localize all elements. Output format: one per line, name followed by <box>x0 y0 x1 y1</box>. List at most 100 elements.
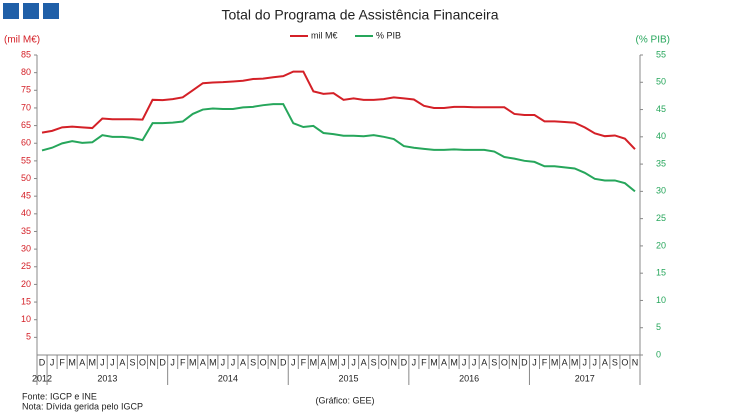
x-tick-label: J <box>582 357 587 367</box>
y-tick-label: 30 <box>21 243 31 253</box>
y2-tick-label: 35 <box>656 158 666 168</box>
x-tick-label: O <box>621 357 628 367</box>
series-line <box>41 70 636 150</box>
x-tick-label: J <box>412 357 417 367</box>
x-tick-label: M <box>89 357 97 367</box>
x-tick-label: S <box>491 357 497 367</box>
x-tick-label: J <box>462 357 467 367</box>
y2-tick-label: 45 <box>656 104 666 114</box>
year-label: 2015 <box>339 373 359 383</box>
x-tick-label: J <box>110 357 115 367</box>
y2-tick-label: 30 <box>656 186 666 196</box>
x-tick-label: J <box>291 357 296 367</box>
legend-label: % PIB <box>376 30 401 40</box>
year-label: 2012 <box>32 373 52 383</box>
logo-square <box>43 3 59 19</box>
x-tick-label: M <box>571 357 579 367</box>
x-tick-label: J <box>351 357 356 367</box>
x-tick-label: M <box>450 357 458 367</box>
x-tick-label: J <box>341 357 346 367</box>
x-tick-label: J <box>532 357 537 367</box>
x-tick-label: A <box>119 357 125 367</box>
x-tick-label: M <box>310 357 318 367</box>
x-tick-label: N <box>632 357 639 367</box>
year-label: 2014 <box>218 373 238 383</box>
legend-label: mil M€ <box>311 30 338 40</box>
y-tick-label: 80 <box>21 67 31 77</box>
x-tick-label: O <box>139 357 146 367</box>
y2-axis-label: (% PIB) <box>636 35 670 46</box>
logo-square <box>3 3 19 19</box>
y-tick-label: 55 <box>21 155 31 165</box>
x-tick-label: A <box>200 357 206 367</box>
y2-tick-label: 15 <box>656 268 666 278</box>
x-tick-label: J <box>221 357 226 367</box>
x-tick-label: D <box>39 357 46 367</box>
y-tick-label: 15 <box>21 296 31 306</box>
x-tick-label: J <box>472 357 477 367</box>
x-tick-label: A <box>562 357 568 367</box>
y-tick-label: 85 <box>21 49 31 59</box>
x-tick-label: D <box>280 357 287 367</box>
y2-tick-label: 55 <box>656 49 666 59</box>
x-tick-label: O <box>260 357 267 367</box>
note: Fonte: IGCP e INE <box>22 391 97 401</box>
x-tick-label: N <box>270 357 277 367</box>
y-tick-label: 60 <box>21 138 31 148</box>
x-tick-label: N <box>511 357 518 367</box>
logo-square <box>23 3 39 19</box>
x-tick-label: O <box>501 357 508 367</box>
x-tick-label: M <box>209 357 217 367</box>
y2-tick-label: 10 <box>656 295 666 305</box>
x-tick-label: F <box>301 357 307 367</box>
y-tick-label: 20 <box>21 279 31 289</box>
x-tick-label: D <box>401 357 408 367</box>
x-tick-label: A <box>240 357 246 367</box>
x-tick-label: F <box>542 357 548 367</box>
y-tick-label: 35 <box>21 226 31 236</box>
y-tick-label: 50 <box>21 173 31 183</box>
x-tick-label: M <box>551 357 559 367</box>
x-tick-label: O <box>380 357 387 367</box>
year-label: 2016 <box>459 373 479 383</box>
x-tick-label: N <box>391 357 398 367</box>
y-axis-label: (mil M€) <box>4 35 40 46</box>
note: Nota: Dívida gerida pelo IGCP <box>22 401 143 411</box>
y2-tick-label: 0 <box>656 349 661 359</box>
x-tick-label: A <box>361 357 367 367</box>
x-tick-label: J <box>170 357 175 367</box>
x-tick-label: A <box>441 357 447 367</box>
x-tick-label: F <box>180 357 186 367</box>
y-tick-label: 10 <box>21 314 31 324</box>
credit: (Gráfico: GEE) <box>315 395 374 405</box>
y2-tick-label: 50 <box>656 77 666 87</box>
y2-tick-label: 40 <box>656 131 666 141</box>
x-tick-label: M <box>430 357 438 367</box>
y-tick-label: 45 <box>21 191 31 201</box>
x-tick-label: J <box>593 357 598 367</box>
y-tick-label: 40 <box>21 208 31 218</box>
x-tick-label: J <box>100 357 105 367</box>
x-tick-label: S <box>129 357 135 367</box>
y-tick-label: 65 <box>21 120 31 130</box>
x-tick-label: M <box>330 357 338 367</box>
y-tick-label: 75 <box>21 85 31 95</box>
x-tick-label: J <box>231 357 236 367</box>
year-label: 2017 <box>575 373 595 383</box>
x-tick-label: D <box>159 357 166 367</box>
x-tick-label: A <box>481 357 487 367</box>
y-tick-label: 25 <box>21 261 31 271</box>
x-tick-label: M <box>68 357 76 367</box>
x-tick-label: S <box>250 357 256 367</box>
x-tick-label: F <box>421 357 427 367</box>
y2-tick-label: 20 <box>656 240 666 250</box>
y2-tick-label: 25 <box>656 213 666 223</box>
series-line <box>41 103 636 193</box>
x-tick-label: M <box>189 357 197 367</box>
x-tick-label: N <box>149 357 156 367</box>
chart-title: Total do Programa de Assistência Finance… <box>221 7 498 23</box>
y-tick-label: 5 <box>26 332 31 342</box>
x-tick-label: J <box>50 357 55 367</box>
x-tick-label: A <box>320 357 326 367</box>
